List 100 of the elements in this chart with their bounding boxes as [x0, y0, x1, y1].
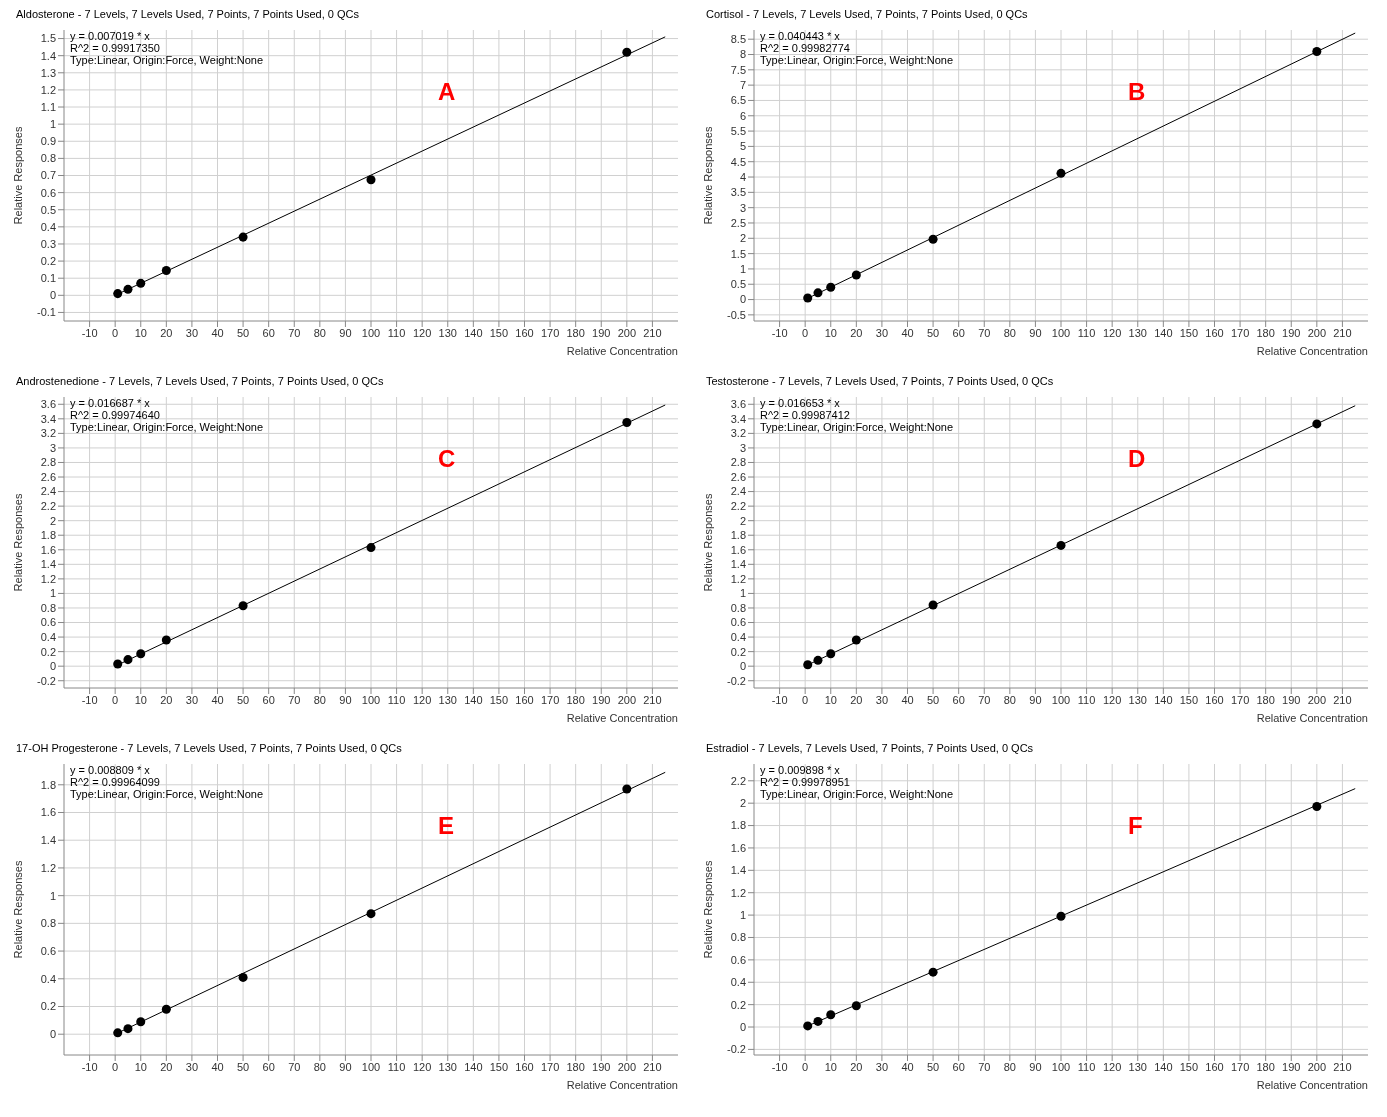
annotation: E — [438, 812, 455, 840]
x-tick-label: 60 — [952, 693, 965, 706]
annotation: Type:Linear, Origin:Force, Weight:None — [760, 54, 954, 66]
x-tick-label: 70 — [978, 326, 991, 339]
x-tick-label: 20 — [160, 1060, 173, 1073]
y-tick-label: 0.2 — [730, 645, 746, 658]
y-tick-label: 3.6 — [730, 398, 746, 411]
x-tick-label: -10 — [771, 326, 788, 339]
y-tick-label: 0.6 — [730, 953, 746, 966]
y-tick-label: 1.6 — [40, 806, 56, 819]
y-tick-label: 1.5 — [40, 32, 56, 45]
y-tick-label: 8 — [739, 48, 746, 61]
x-tick-label: 200 — [1307, 693, 1327, 706]
chart-title: Cortisol - 7 Levels, 7 Levels Used, 7 Points, 7 Points Used, 0 QCs — [705, 8, 1029, 22]
x-tick-label: 40 — [211, 326, 224, 339]
annotation: A — [438, 78, 456, 106]
y-tick-label: 1.4 — [40, 49, 56, 62]
x-tick-label: 140 — [464, 693, 483, 706]
point — [1312, 419, 1322, 429]
x-tick-label: 80 — [313, 693, 326, 706]
x-tick-label: 140 — [464, 326, 483, 339]
point — [1312, 46, 1322, 56]
y-tick-label: 0.7 — [40, 169, 56, 182]
x-tick-label: 40 — [901, 693, 914, 706]
x-tick-label: 150 — [1179, 326, 1199, 339]
x-tick-label: -10 — [771, 693, 788, 706]
x-tick-label: 10 — [134, 693, 147, 706]
y-tick-label: 2.8 — [730, 456, 746, 469]
y-tick-label: 2.8 — [40, 456, 56, 469]
x-tick-label: 30 — [875, 693, 889, 706]
x-tick-label: 30 — [185, 693, 199, 706]
y-tick-label: 2 — [739, 514, 746, 527]
x-tick-label: 70 — [978, 693, 991, 706]
x-tick-label: 100 — [1051, 326, 1071, 339]
annotation: Type:Linear, Origin:Force, Weight:None — [760, 788, 954, 800]
point — [238, 232, 248, 242]
x-tick-label: 190 — [1282, 326, 1301, 339]
x-axis-title: Relative Concentration — [1256, 712, 1368, 724]
x-tick-label: 0 — [112, 693, 119, 706]
x-tick-label: 210 — [643, 1060, 662, 1073]
y-tick-label: 6.5 — [730, 94, 746, 107]
x-tick-label: 130 — [438, 693, 457, 706]
y-tick-label: 2 — [49, 514, 56, 527]
annotation: y = 0.007019 * x — [70, 30, 151, 42]
x-tick-label: 190 — [592, 326, 611, 339]
x-tick-label: 110 — [387, 1060, 406, 1073]
y-tick-label: 1.2 — [730, 886, 746, 899]
x-tick-label: 80 — [1003, 326, 1016, 339]
x-tick-label: 140 — [1154, 693, 1173, 706]
x-tick-label: 170 — [1230, 326, 1250, 339]
point — [113, 289, 123, 299]
y-tick-label: 3.4 — [40, 412, 56, 425]
y-tick-label: 2 — [739, 797, 746, 810]
x-axis-title: Relative Concentration — [566, 1079, 678, 1091]
annotation: R^2 = 0.99978951 — [760, 776, 851, 788]
annotation: y = 0.016687 * x — [70, 397, 151, 409]
x-tick-label: 110 — [387, 326, 406, 339]
point — [113, 1028, 123, 1038]
y-tick-label: 0.4 — [40, 972, 56, 985]
x-tick-label: 10 — [824, 326, 837, 339]
y-tick-label: 3.2 — [40, 427, 56, 440]
x-tick-label: 140 — [1154, 326, 1173, 339]
y-axis-title: Relative Responses — [11, 860, 24, 959]
y-tick-label: 3.2 — [730, 427, 746, 440]
point — [813, 1016, 823, 1026]
x-tick-label: 90 — [1029, 693, 1042, 706]
x-tick-label: 90 — [339, 1060, 352, 1073]
y-tick-label: 2.2 — [730, 774, 746, 787]
x-tick-label: 70 — [288, 1060, 301, 1073]
x-tick-label: 90 — [339, 326, 352, 339]
y-tick-label: 1.8 — [40, 529, 56, 542]
y-tick-label: 3 — [49, 441, 56, 454]
x-tick-label: 70 — [978, 1060, 991, 1073]
y-tick-label: 0 — [49, 660, 56, 673]
x-tick-label: 40 — [211, 693, 224, 706]
y-tick-label: 0.8 — [730, 601, 746, 614]
point — [238, 972, 248, 982]
y-tick-label: 1 — [49, 889, 56, 902]
x-tick-label: 70 — [288, 326, 301, 339]
x-tick-label: 210 — [1333, 1060, 1352, 1073]
point — [366, 909, 376, 919]
x-tick-label: 130 — [1128, 1060, 1147, 1073]
x-tick-label: 130 — [438, 326, 457, 339]
x-tick-label: 170 — [540, 693, 560, 706]
point — [1056, 911, 1066, 921]
point — [851, 1001, 861, 1011]
x-tick-label: 130 — [438, 1060, 457, 1073]
point — [803, 293, 813, 303]
annotation: y = 0.016653 * x — [760, 397, 841, 409]
x-tick-label: 120 — [1102, 1060, 1122, 1073]
x-tick-label: 180 — [566, 1060, 585, 1073]
y-tick-label: 1 — [49, 587, 56, 600]
point — [366, 175, 376, 185]
x-tick-label: 60 — [262, 693, 275, 706]
annotation: R^2 = 0.99917350 — [70, 42, 161, 54]
y-tick-label: 8.5 — [730, 33, 746, 46]
x-tick-label: 50 — [236, 693, 250, 706]
x-tick-label: 200 — [617, 693, 637, 706]
point — [161, 1004, 171, 1014]
x-tick-label: 190 — [592, 1060, 611, 1073]
